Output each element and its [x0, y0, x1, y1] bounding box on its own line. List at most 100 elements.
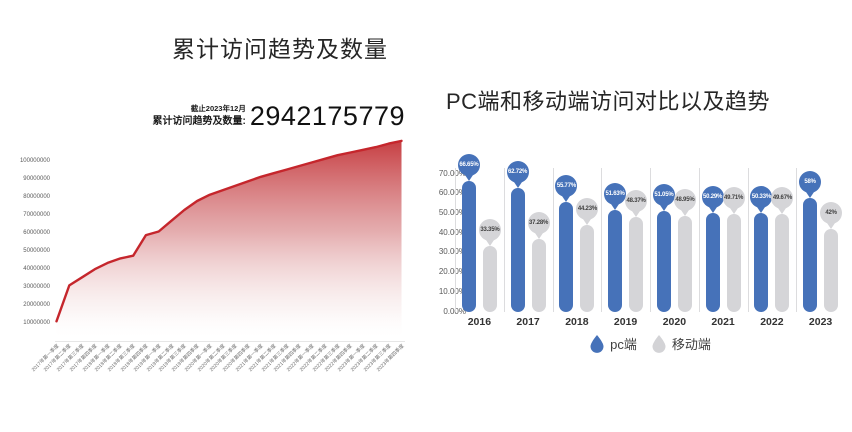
group-separator: [747, 168, 749, 312]
balloon-bubble: 50.33%: [750, 185, 773, 208]
legend: pc端 移动端: [455, 334, 845, 353]
mobile-bar-2021: [726, 214, 741, 312]
group-separator: [650, 168, 651, 312]
pc-value-balloon-2019: 51.63%: [604, 183, 627, 211]
cumulative-total-annotation: 截止2023年12月 累计访问趋势及数量: 2942175779: [152, 101, 405, 131]
balloon-bubble: 51.63%: [604, 183, 627, 206]
y-tick-label: 70.00%: [438, 168, 466, 178]
group-separator: [796, 168, 798, 312]
mobile-bar-2019: [629, 216, 644, 312]
mobile-value-balloon-2022: 49.67%: [771, 187, 794, 215]
year-label-2020: 2020: [662, 316, 687, 328]
balloon-tip: [680, 209, 689, 216]
balloon-bubble: 44.23%: [576, 197, 599, 220]
balloon-tip: [583, 218, 592, 225]
balloon-bubble: 50.29%: [701, 185, 724, 208]
y-tick-label: 70000000: [23, 211, 50, 218]
balloon-tip: [562, 196, 571, 203]
group-separator: [698, 168, 700, 312]
balloon-tip: [729, 208, 738, 214]
y-tick-label: 0.00%: [426, 307, 466, 316]
balloon-bubble: 48.95%: [673, 188, 696, 211]
pc-value-balloon-2017: 62.72%: [506, 161, 529, 189]
y-tick-label: 50.00%: [438, 207, 466, 217]
pc-value-balloon-2021: 50.29%: [701, 185, 724, 213]
y-tick-label: 40000000: [23, 265, 50, 272]
y-tick-label: 10000000: [23, 319, 50, 326]
group-separator: [455, 168, 456, 312]
left-chart-title: 累计访问趋势及数量: [172, 36, 388, 62]
pc-mobile-chart: PC端和移动端访问对比以及趋势 70.00% 60.00% 50.00% 40.00%…: [426, 0, 852, 411]
balloon-bubble: 33.35%: [478, 219, 501, 242]
pc-bar-2020: [656, 211, 671, 312]
annotation-labels: 截止2023年12月 累计访问趋势及数量:: [152, 104, 245, 130]
dashboard: 累计访问趋势及数量 截止2023年12月 累计访问趋势及数量: 29421757…: [19, 0, 852, 411]
group-separator: [601, 168, 603, 312]
area-chart-plot: [55, 139, 403, 341]
mobile-bar-2020: [677, 215, 692, 312]
area-fill: [56, 140, 402, 341]
legend-pc-label: pc端: [610, 337, 637, 352]
balloon-bubble: 66.65%: [457, 153, 480, 176]
mobile-value-balloon-2016: 33.35%: [478, 219, 501, 247]
mobile-bar-2017: [531, 238, 546, 312]
balloon-tip: [534, 232, 543, 239]
right-chart-title: PC端和移动端访问对比以及趋势: [446, 89, 771, 114]
mobile-value-balloon-2023: 42%: [820, 202, 843, 230]
balloon-tip: [513, 182, 522, 189]
balloon-tip: [464, 174, 473, 181]
mobile-bar-2018: [580, 224, 595, 312]
balloon-bubble: 51.05%: [652, 184, 675, 207]
group-separator: [503, 168, 505, 312]
balloon-tip: [632, 210, 641, 217]
legend-item-mobile: 移动端: [651, 334, 711, 353]
cumulative-total-value: 2942175779: [249, 101, 405, 131]
y-tick-label: 50000000: [23, 247, 50, 254]
mobile-bar-2016: [482, 246, 497, 312]
balloon-tip: [659, 205, 668, 212]
mobile-bar-2023: [824, 229, 839, 312]
cumulative-total-label: 累计访问趋势及数量:: [152, 115, 246, 127]
balloon-bubble: 42%: [820, 202, 843, 225]
balloon-tip: [778, 208, 787, 215]
mobile-value-balloon-2019: 48.37%: [625, 189, 648, 217]
pc-bar-2018: [559, 202, 574, 312]
y-tick-label: 60000000: [23, 229, 50, 236]
pc-value-balloon-2016: 66.65%: [457, 153, 480, 181]
mobile-value-balloon-2017: 37.28%: [527, 211, 550, 239]
pc-bar-2021: [705, 212, 720, 312]
lollipop-plot: 66.65% 33.35% 62.72% 37.28% 55.77% 44.23% 51.6…: [455, 153, 845, 312]
x-axis-line: [55, 341, 405, 342]
year-label-2022: 2022: [760, 316, 784, 328]
group-separator: [552, 168, 554, 312]
legend-item-pc: pc端: [589, 334, 637, 353]
balloon-bubble: 55.77%: [555, 175, 578, 198]
year-label-2018: 2018: [565, 316, 589, 328]
mobile-legend-drop-icon: [652, 334, 666, 353]
balloon-bubble: 62.72%: [506, 161, 529, 184]
y-tick-label: 40.00%: [438, 227, 466, 237]
balloon-tip: [708, 206, 717, 213]
balloon-tip: [806, 191, 815, 198]
year-label-2019: 2019: [613, 316, 638, 328]
balloon-bubble: 37.28%: [527, 211, 550, 234]
pc-value-balloon-2018: 55.77%: [555, 175, 578, 203]
pc-legend-drop-icon: [590, 334, 604, 353]
balloon-tip: [757, 206, 766, 213]
pc-bar-2017: [510, 188, 525, 312]
mobile-bar-2022: [775, 214, 790, 312]
y-tick-label: 20.00%: [438, 267, 466, 277]
balloon-bubble: 48.37%: [625, 189, 648, 212]
pc-bar-2016: [461, 180, 476, 312]
year-label-2021: 2021: [711, 316, 735, 328]
y-tick-label: 90000000: [23, 175, 50, 182]
y-tick-label: 20000000: [23, 301, 50, 308]
as-of-date-label: 截止2023年12月: [190, 104, 246, 114]
mobile-value-balloon-2021: 49.71%: [722, 187, 745, 214]
balloon-bubble: 49.71%: [722, 187, 745, 209]
pc-bar-2023: [803, 197, 818, 312]
y-tick-label: 80000000: [23, 193, 50, 200]
legend-mobile-label: 移动端: [671, 337, 711, 352]
pc-value-balloon-2022: 50.33%: [750, 185, 773, 213]
pc-value-balloon-2023: 58%: [799, 170, 822, 198]
